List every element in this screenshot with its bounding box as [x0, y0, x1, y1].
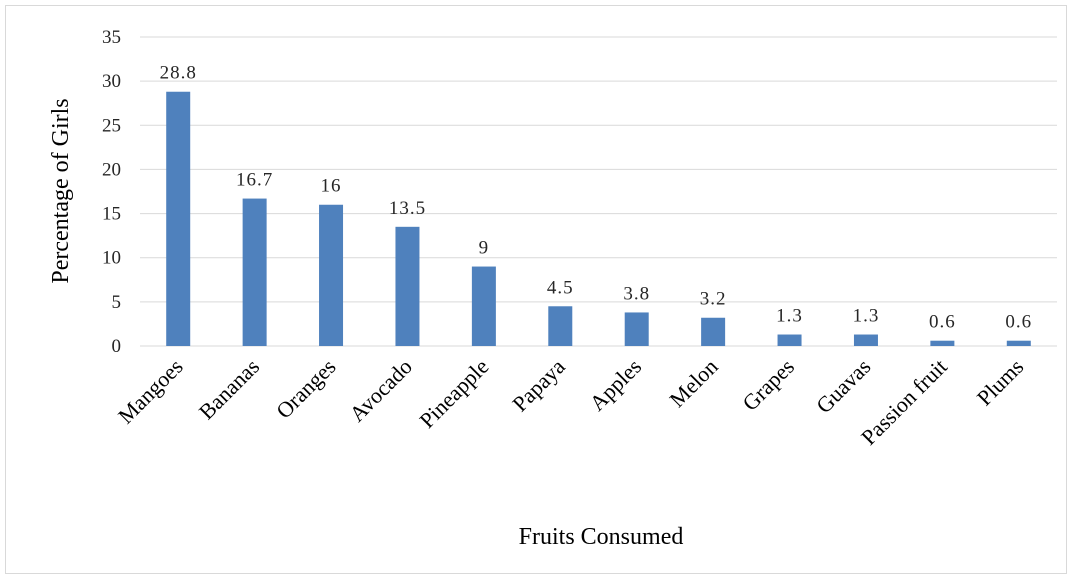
- data-label: 4.5: [547, 277, 574, 298]
- x-category-label: Avocado: [344, 354, 417, 427]
- y-tick-label: 20: [102, 159, 121, 180]
- x-category-label: Apples: [584, 354, 646, 416]
- data-label: 16.7: [236, 170, 273, 191]
- y-axis-ticks: 0 5 10 15 20 25 30 35: [102, 27, 121, 357]
- data-label: 28.8: [160, 63, 197, 84]
- bars: [166, 91, 1031, 346]
- data-label: 16: [321, 176, 342, 197]
- data-label: 0.6: [929, 312, 956, 333]
- x-category-label: Plums: [972, 354, 1029, 411]
- y-tick-label: 35: [102, 27, 121, 48]
- bar-mangoes: [166, 91, 191, 346]
- bar-papaya: [548, 306, 573, 346]
- data-labels: 28.8 16.7 16 13.5 9 4.5 3.8 3.2 1.3 1.3 0.6 0.6: [160, 63, 1032, 333]
- x-category-label: Mangoes: [113, 354, 188, 429]
- data-label: 3.8: [623, 283, 650, 304]
- bar-bananas: [242, 198, 267, 346]
- x-category-label: Grapes: [737, 354, 799, 416]
- bar-melon: [701, 317, 726, 346]
- y-tick-label: 10: [102, 248, 121, 269]
- y-tick-label: 5: [112, 292, 122, 313]
- data-label: 0.6: [1005, 312, 1032, 333]
- y-tick-label: 0: [112, 336, 122, 357]
- x-category-label: Guavas: [811, 354, 875, 418]
- x-axis-title: Fruits Consumed: [519, 524, 684, 550]
- x-category-label: Melon: [664, 354, 722, 412]
- y-tick-label: 25: [102, 115, 121, 136]
- bar-guavas: [853, 334, 878, 346]
- x-category-label: Pineapple: [414, 354, 493, 433]
- data-label: 1.3: [776, 306, 803, 327]
- y-tick-label: 15: [102, 204, 121, 225]
- bar-passion-fruit: [930, 340, 955, 346]
- y-tick-label: 30: [102, 71, 121, 92]
- bar-avocado: [395, 226, 420, 346]
- bar-plums: [1006, 340, 1031, 346]
- data-label: 13.5: [389, 198, 426, 219]
- gridlines: [140, 36, 1057, 347]
- bar-apples: [624, 312, 649, 346]
- bar-oranges: [319, 204, 344, 346]
- bar-pineapple: [471, 266, 496, 346]
- x-category-label: Bananas: [194, 354, 264, 424]
- x-category-label: Oranges: [271, 354, 341, 424]
- data-label: 9: [479, 238, 490, 259]
- y-axis-title: Percentage of Girls: [48, 98, 74, 283]
- x-category-label: Papaya: [507, 354, 570, 417]
- data-label: 3.2: [700, 289, 727, 310]
- bar-grapes: [777, 334, 802, 346]
- data-label: 1.3: [853, 306, 880, 327]
